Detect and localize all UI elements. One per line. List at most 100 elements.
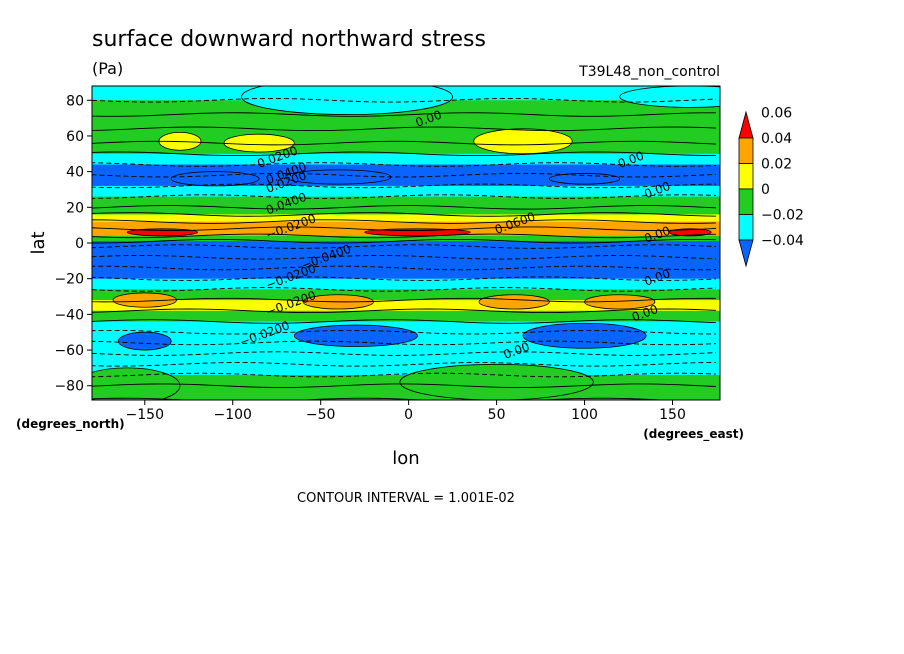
contour-band	[92, 267, 720, 280]
colorbar-label: −0.04	[761, 233, 804, 249]
contour-line	[92, 226, 717, 231]
contour-line	[92, 319, 717, 324]
colorbar-label: 0.06	[761, 106, 792, 122]
contour-line	[92, 183, 717, 189]
contour-band	[92, 175, 720, 187]
contour-line	[92, 233, 717, 239]
contour-line	[92, 140, 717, 146]
contour-cell	[668, 228, 712, 237]
contour-line	[92, 212, 717, 217]
y-tick-label: −80	[54, 379, 84, 395]
contour-line	[92, 287, 717, 292]
contour-band	[92, 300, 720, 312]
x-axis-label: lon	[392, 448, 419, 469]
contour-band	[92, 342, 720, 355]
contour-line	[92, 329, 717, 335]
colorbar: −0.04 −0.02 0 0.02 0.04 0.06	[738, 106, 804, 268]
contour-cell	[619, 86, 720, 108]
contour-cell	[170, 171, 260, 187]
y-tick-label: 80	[66, 93, 84, 109]
contour-band	[92, 364, 720, 376]
contour-line	[92, 238, 717, 244]
contour-cell	[399, 363, 594, 400]
x-tick-label: −50	[306, 407, 336, 423]
contour-band	[92, 207, 720, 216]
contour-line	[92, 172, 717, 178]
contour-line	[92, 98, 717, 103]
contour-line	[92, 255, 717, 260]
contour-band	[92, 221, 720, 230]
contour-line	[92, 397, 672, 400]
contour-cell	[473, 128, 573, 155]
contour-line	[92, 219, 717, 224]
y-tick-label: 0	[75, 236, 84, 252]
y-units-label: (degrees_north)	[16, 417, 125, 432]
colorbar-label: 0.04	[761, 131, 792, 147]
contour-line	[92, 162, 717, 167]
run-label: T39L48_non_control	[578, 64, 720, 80]
contour-line	[92, 244, 717, 249]
y-tick-label: 40	[66, 165, 84, 181]
colorbar-label: 0.02	[761, 157, 792, 173]
contour-line	[92, 383, 717, 388]
contour-band	[92, 257, 720, 269]
contour-line	[92, 297, 717, 303]
contour-cell	[478, 294, 550, 310]
contour-band	[92, 185, 720, 198]
colorbar-label: 0	[761, 182, 770, 198]
chart-units: (Pa)	[92, 59, 123, 78]
y-tick-label: −20	[54, 272, 84, 288]
contour-interval-note: CONTOUR INTERVAL = 1.001E-02	[297, 491, 515, 506]
contour-band	[92, 353, 720, 365]
contour-line	[92, 265, 717, 271]
contour-band	[92, 143, 720, 155]
y-tick-label: −60	[54, 343, 84, 359]
contour-line	[92, 362, 717, 367]
contour-line	[92, 151, 717, 157]
contour-band	[92, 310, 720, 323]
contour-line	[92, 194, 717, 199]
contour-band	[92, 246, 720, 258]
contour-cell	[241, 86, 453, 115]
contour-line	[92, 205, 717, 210]
contour-band	[92, 214, 720, 223]
x-units-label: (degrees_east)	[643, 427, 744, 442]
x-tick-label: 50	[488, 407, 506, 423]
x-tick-label: −100	[214, 407, 252, 423]
contour-band	[92, 164, 720, 176]
y-axis-label: lat	[28, 231, 49, 254]
contour-line	[92, 351, 717, 356]
y-tick-label: −40	[54, 307, 84, 323]
x-tick-label: −150	[126, 407, 164, 423]
contour-cell	[548, 173, 621, 185]
contour-cell	[117, 331, 172, 351]
colorbar-swatch	[738, 137, 754, 164]
contour-line	[92, 340, 717, 346]
contour-line	[92, 308, 717, 314]
contour-band	[92, 235, 720, 242]
contour-band	[92, 321, 720, 333]
contour-line	[92, 372, 717, 378]
contour-band	[92, 196, 720, 208]
y-tick-label: 60	[66, 129, 84, 145]
colorbar-swatch	[738, 188, 754, 215]
y-tick-label: 20	[66, 200, 84, 216]
contour-band	[92, 289, 720, 301]
contour-band	[92, 241, 720, 248]
contour-line	[92, 112, 717, 117]
x-tick-label: 0	[404, 407, 413, 423]
colorbar-swatch	[738, 239, 754, 268]
contour-band	[92, 278, 720, 290]
contour-cell	[522, 322, 647, 349]
contour-cell	[293, 324, 418, 347]
x-tick-label: 100	[571, 407, 598, 423]
chart-title: surface downward northward stress	[92, 27, 486, 52]
x-tick-label: 150	[659, 407, 686, 423]
contour-band	[92, 153, 720, 166]
contour-line	[92, 276, 717, 281]
colorbar-swatch	[738, 163, 754, 190]
contour-line	[92, 126, 717, 132]
contour-band	[92, 114, 720, 130]
plot-area	[92, 86, 720, 400]
